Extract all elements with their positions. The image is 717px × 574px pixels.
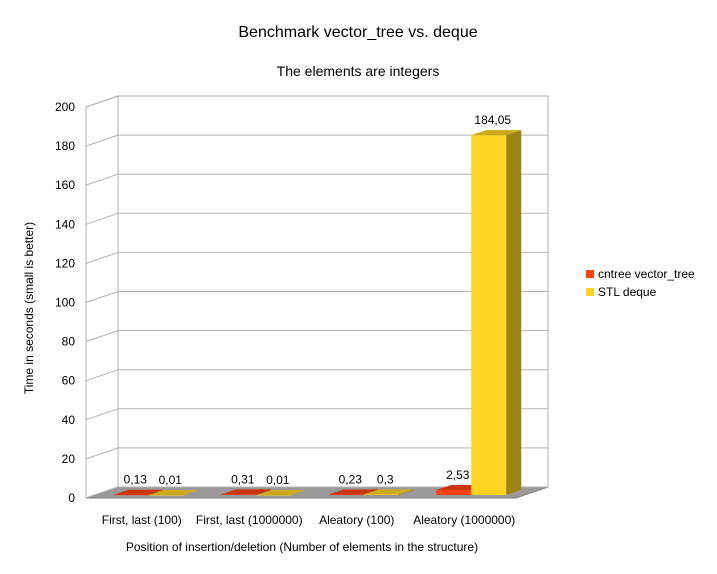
y-tick-label: 20 <box>62 452 76 466</box>
data-label: 0,31 <box>231 472 255 486</box>
data-label: 0,13 <box>124 473 148 487</box>
x-tick-label: First, last (1000000) <box>196 513 303 527</box>
x-axis-label: Position of insertion/deletion (Number o… <box>126 540 478 554</box>
bar-front <box>329 495 364 496</box>
chart-title: Benchmark vector_tree vs. deque <box>238 24 477 41</box>
data-label: 0,3 <box>377 472 394 486</box>
x-axis-ticks: First, last (100) First, last (1000000) Al… <box>102 513 516 527</box>
bar-front <box>256 495 291 496</box>
bar-front <box>364 494 399 495</box>
data-label: 0,23 <box>339 473 363 487</box>
y-tick-label: 200 <box>55 100 75 114</box>
y-axis-ticks: 0 20 40 60 80 100 120 140 160 180 200 <box>55 100 75 505</box>
y-tick-label: 120 <box>55 256 75 270</box>
y-tick-label: 0 <box>68 491 75 505</box>
data-label: 0,01 <box>159 473 183 487</box>
legend-swatch <box>586 288 594 296</box>
bar-side <box>506 130 521 495</box>
data-label: 184,05 <box>474 113 511 127</box>
bar-front <box>436 490 471 495</box>
y-tick-label: 60 <box>62 374 76 388</box>
y-tick-label: 160 <box>55 178 75 192</box>
bar-front <box>471 135 506 495</box>
chart-subtitle: The elements are integers <box>277 63 440 79</box>
bar-front <box>114 495 149 496</box>
legend-swatch <box>586 270 594 278</box>
x-tick-label: Aleatory (100) <box>319 513 394 527</box>
data-label: 0,01 <box>266 473 290 487</box>
bar-front <box>149 495 184 496</box>
x-tick-label: Aleatory (1000000) <box>413 513 515 527</box>
legend-entry: cntree vector_tree <box>598 267 695 281</box>
y-axis-label: Time in seconds (small is better) <box>22 222 36 394</box>
y-tick-label: 80 <box>62 335 76 349</box>
y-tick-label: 140 <box>55 217 75 231</box>
y-tick-label: 100 <box>55 296 75 310</box>
data-label: 2,53 <box>446 468 470 482</box>
bar <box>471 130 521 495</box>
bar-front <box>221 494 256 495</box>
x-tick-label: First, last (100) <box>102 513 182 527</box>
y-tick-label: 40 <box>62 413 76 427</box>
legend: cntree vector_tree STL deque <box>586 267 695 299</box>
y-tick-label: 180 <box>55 139 75 153</box>
legend-entry: STL deque <box>598 285 657 299</box>
